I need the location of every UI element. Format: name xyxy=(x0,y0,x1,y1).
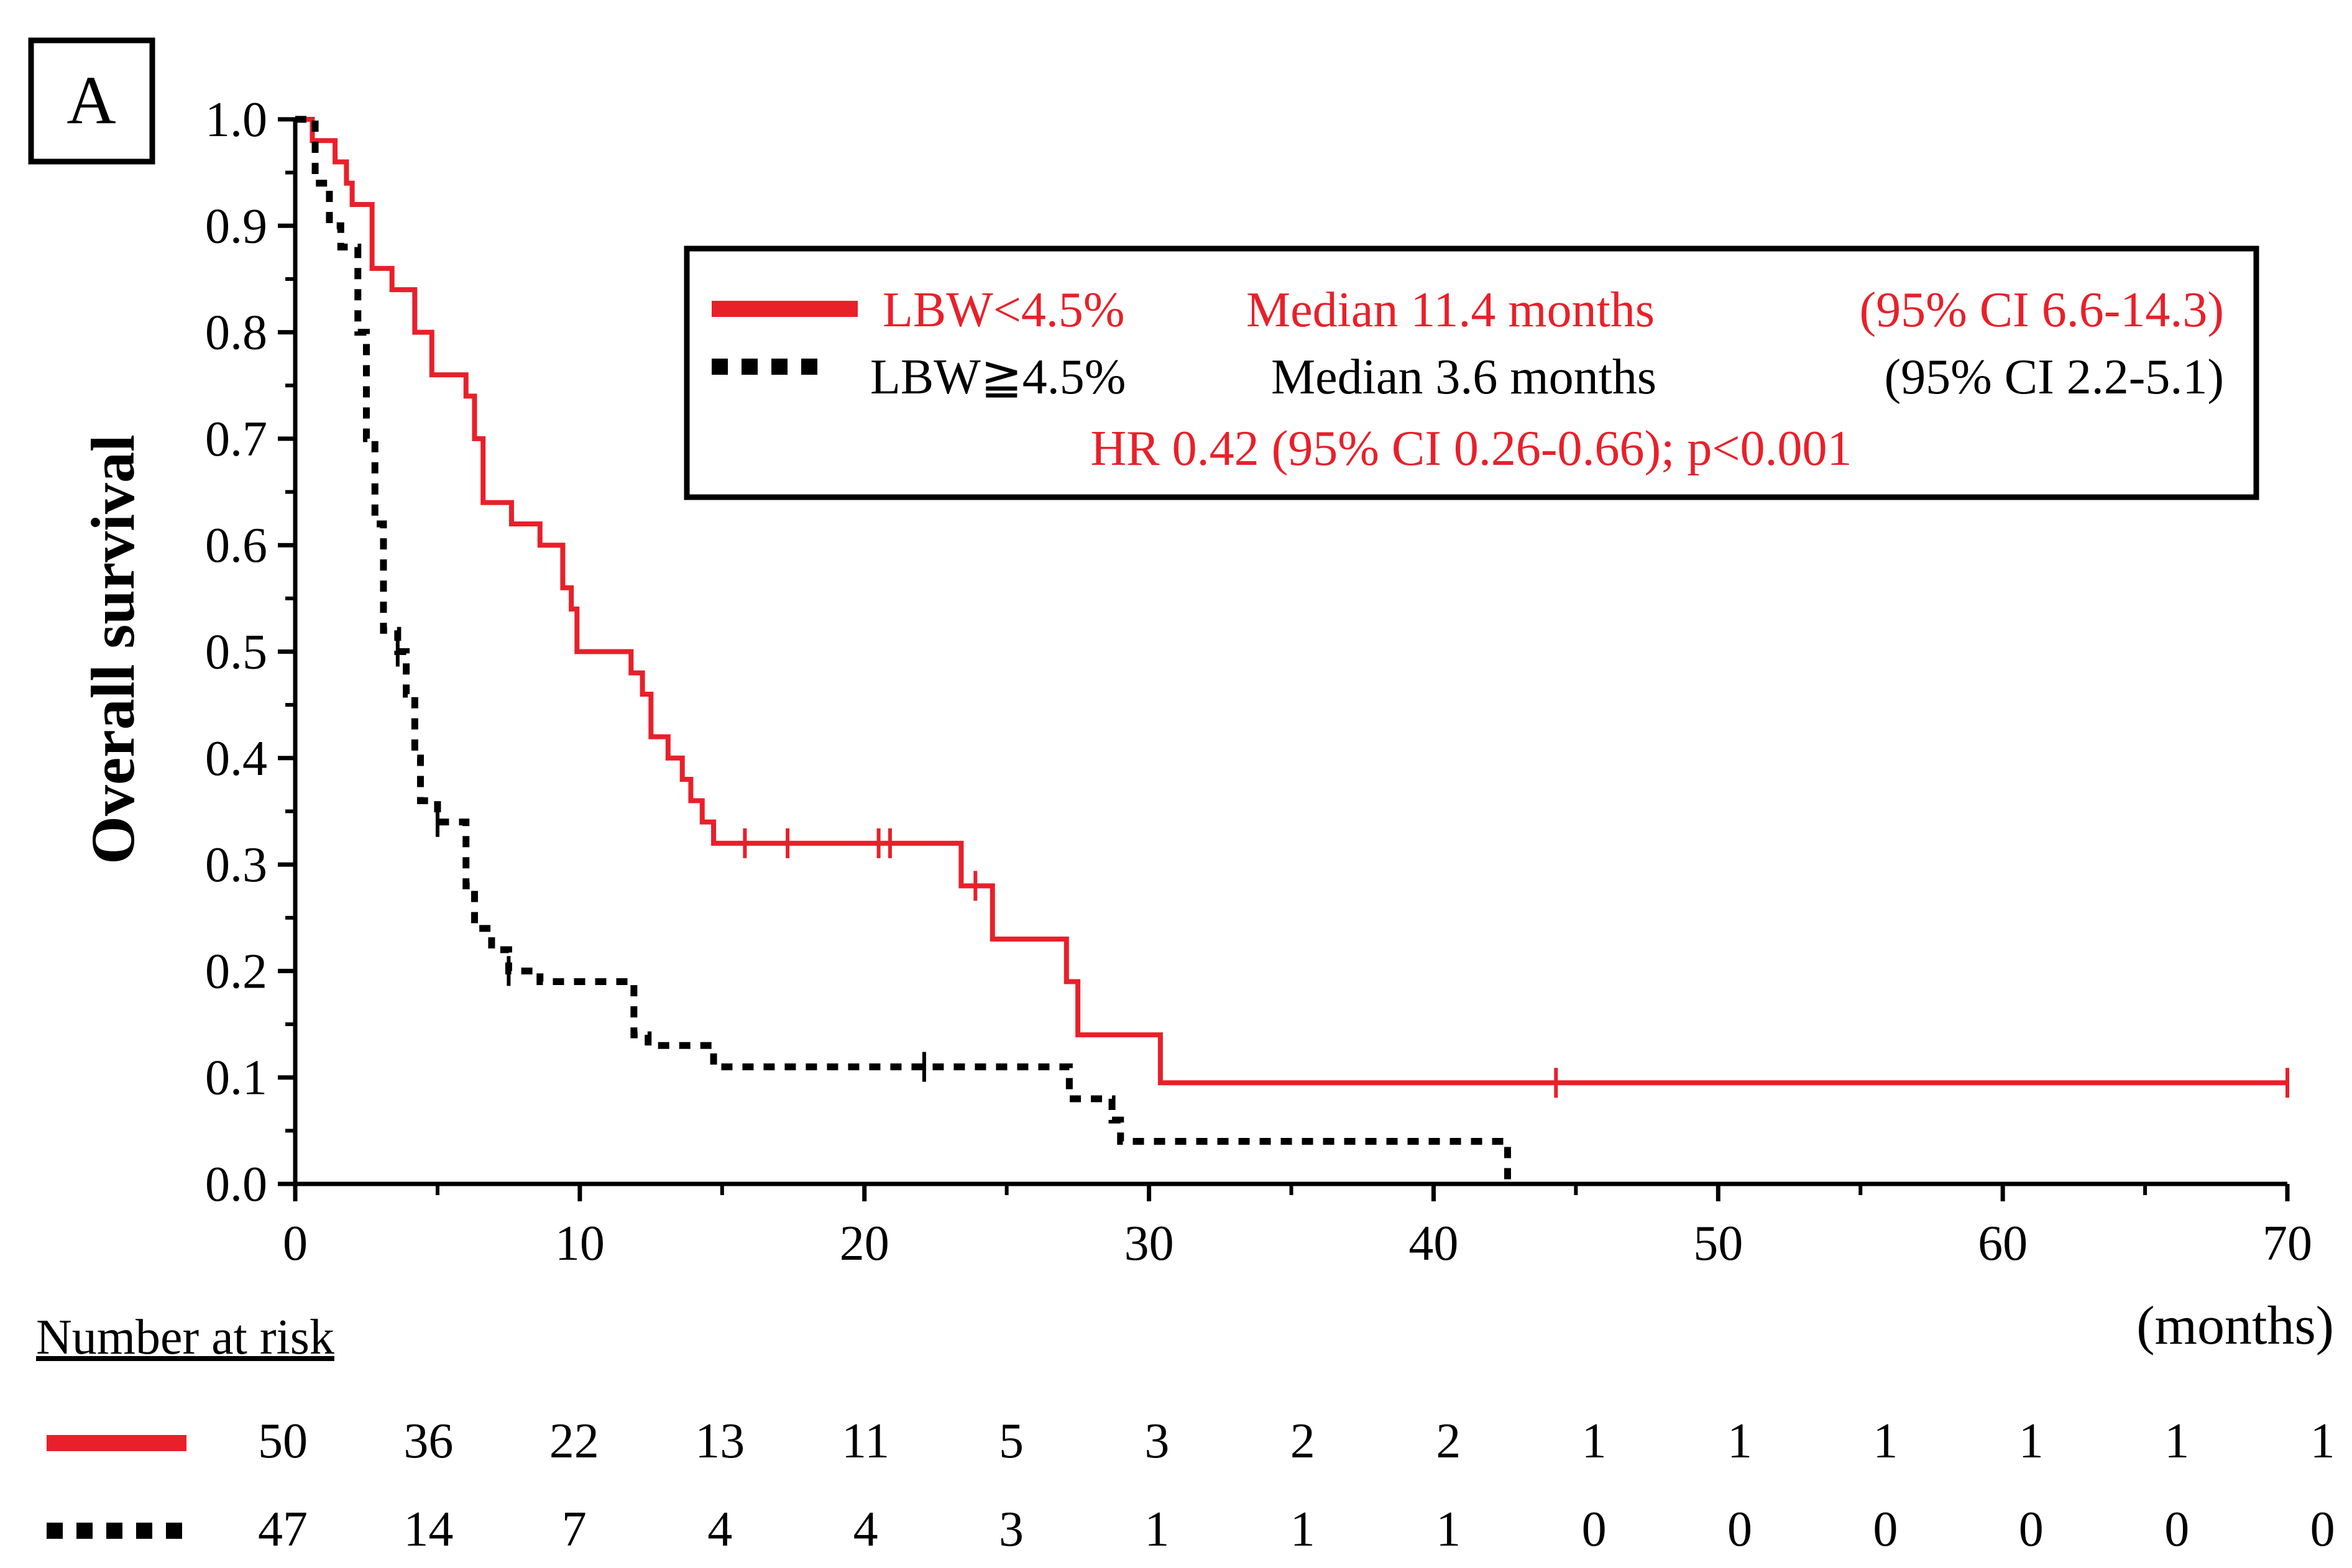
x-axis-ticks: 0 10 20 30 40 50 60 70 xyxy=(283,1184,2312,1271)
y-axis-label: Overall survival xyxy=(78,434,147,864)
y-tick-label: 0.7 xyxy=(205,412,267,467)
risk-count-cell: 11 xyxy=(842,1414,889,1469)
risk-count-cell: 4 xyxy=(707,1502,732,1557)
risk-count-cell: 2 xyxy=(1290,1414,1315,1469)
legend-ci-2: (95% CI 2.2-5.1) xyxy=(1884,350,2224,405)
risk-count-cell: 1 xyxy=(1873,1414,1898,1469)
risk-count-cell: 0 xyxy=(2310,1502,2335,1557)
y-tick-label: 0.2 xyxy=(205,944,267,999)
legend: LBW<4.5% Median 11.4 months (95% CI 6.6-… xyxy=(684,245,2259,500)
x-axis-unit-label: (months) xyxy=(2136,1296,2334,1356)
risk-count-cell: 1 xyxy=(2019,1414,2044,1469)
risk-count-cell: 1 xyxy=(1727,1414,1752,1469)
risk-count-cell: 22 xyxy=(549,1414,599,1469)
risk-count-cell: 0 xyxy=(2019,1502,2044,1557)
series-1-curve xyxy=(295,117,2287,1086)
legend-label-2: LBW≧4.5% xyxy=(870,350,1126,405)
y-tick-label: 0.1 xyxy=(205,1051,267,1106)
y-tick-label: 0.9 xyxy=(205,199,267,254)
risk-count-cell: 1 xyxy=(1582,1414,1607,1469)
risk-count-cell: 13 xyxy=(695,1414,745,1469)
risk-count-cell: 47 xyxy=(258,1502,308,1557)
y-tick-label: 0.5 xyxy=(205,625,267,680)
risk-table: Number at risk 50 36 22 13 11 5 3 2 2 1 1 1 1 1 1 47 14… xyxy=(36,1310,2335,1557)
legend-hr-text: HR 0.42 (95% CI 0.26-0.66); p<0.001 xyxy=(1090,421,1852,476)
legend-median-2: Median 3.6 months xyxy=(1271,350,1656,405)
legend-label-1: LBW<4.5% xyxy=(883,283,1125,337)
risk-count-cell: 14 xyxy=(403,1502,453,1557)
x-tick-label: 50 xyxy=(1693,1216,1743,1271)
risk-count-cell: 0 xyxy=(1873,1502,1898,1557)
risk-count-cell: 0 xyxy=(1727,1502,1752,1557)
risk-count-cell: 1 xyxy=(1436,1502,1461,1557)
risk-row-solid: 50 36 22 13 11 5 3 2 2 1 1 1 1 1 1 xyxy=(258,1414,2335,1469)
legend-box xyxy=(684,245,2259,500)
y-axis-ticks: 0.0 0.1 0.2 0.3 0.4 0.5 0.6 0.7 0.8 0.9 1.0 xyxy=(205,93,295,1212)
x-tick-label: 10 xyxy=(555,1216,605,1271)
risk-count-cell: 3 xyxy=(1144,1414,1169,1469)
risk-count-cell: 2 xyxy=(1436,1414,1461,1469)
panel-label: A xyxy=(28,37,155,165)
risk-count-cell: 36 xyxy=(403,1414,453,1469)
y-tick-label: 0.6 xyxy=(205,518,267,573)
series-2-curve xyxy=(295,116,1511,1184)
risk-count-cell: 0 xyxy=(1582,1502,1607,1557)
x-tick-label: 30 xyxy=(1124,1216,1174,1271)
risk-count-cell: 7 xyxy=(562,1502,587,1557)
risk-count-cell: 4 xyxy=(853,1502,878,1557)
legend-ci-1: (95% CI 6.6-14.3) xyxy=(1859,283,2224,337)
risk-count-cell: 0 xyxy=(2164,1502,2189,1557)
x-tick-label: 70 xyxy=(2262,1216,2312,1271)
y-tick-label: 1.0 xyxy=(205,93,267,147)
panel-label-text: A xyxy=(67,62,116,138)
risk-count-cell: 5 xyxy=(999,1414,1024,1469)
series-layer xyxy=(295,116,2289,1184)
y-tick-label: 0.8 xyxy=(205,306,267,360)
y-tick-label: 0.3 xyxy=(205,838,267,892)
legend-median-1: Median 11.4 months xyxy=(1246,283,1655,337)
x-tick-label: 40 xyxy=(1408,1216,1458,1271)
risk-count-cell: 1 xyxy=(2164,1414,2189,1469)
risk-table-title: Number at risk xyxy=(36,1310,334,1365)
y-tick-label: 0.4 xyxy=(205,731,267,786)
risk-count-cell: 3 xyxy=(999,1502,1024,1557)
risk-count-cell: 1 xyxy=(1290,1502,1315,1557)
x-tick-label: 20 xyxy=(840,1216,889,1271)
risk-count-cell: 1 xyxy=(1144,1502,1169,1557)
x-tick-label: 0 xyxy=(283,1216,308,1271)
risk-row-dashed: 47 14 7 4 4 3 1 1 1 0 0 0 0 0 0 xyxy=(258,1502,2335,1557)
risk-count-cell: 50 xyxy=(258,1414,308,1469)
risk-count-cell: 1 xyxy=(2310,1414,2335,1469)
y-tick-label: 0.0 xyxy=(205,1157,267,1212)
x-tick-label: 60 xyxy=(1978,1216,2028,1271)
